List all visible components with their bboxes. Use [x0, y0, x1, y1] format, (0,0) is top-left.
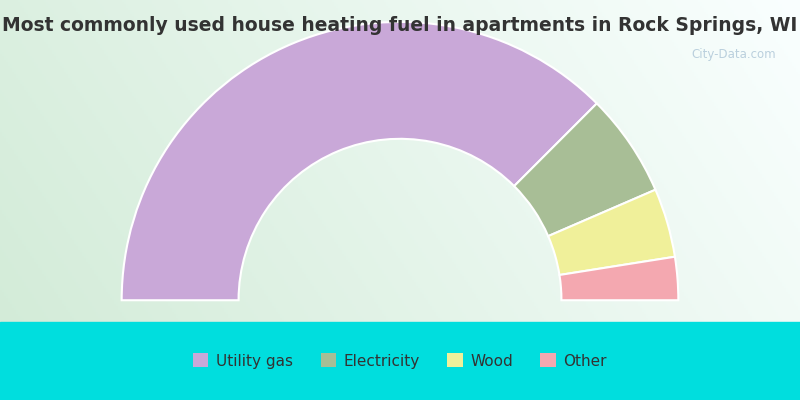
Text: City-Data.com: City-Data.com — [691, 48, 776, 61]
Legend: Utility gas, Electricity, Wood, Other: Utility gas, Electricity, Wood, Other — [187, 347, 613, 375]
Wedge shape — [548, 190, 675, 275]
Wedge shape — [559, 257, 678, 300]
Text: Most commonly used house heating fuel in apartments in Rock Springs, WI: Most commonly used house heating fuel in… — [2, 16, 798, 35]
Wedge shape — [122, 22, 597, 300]
Wedge shape — [514, 104, 655, 236]
